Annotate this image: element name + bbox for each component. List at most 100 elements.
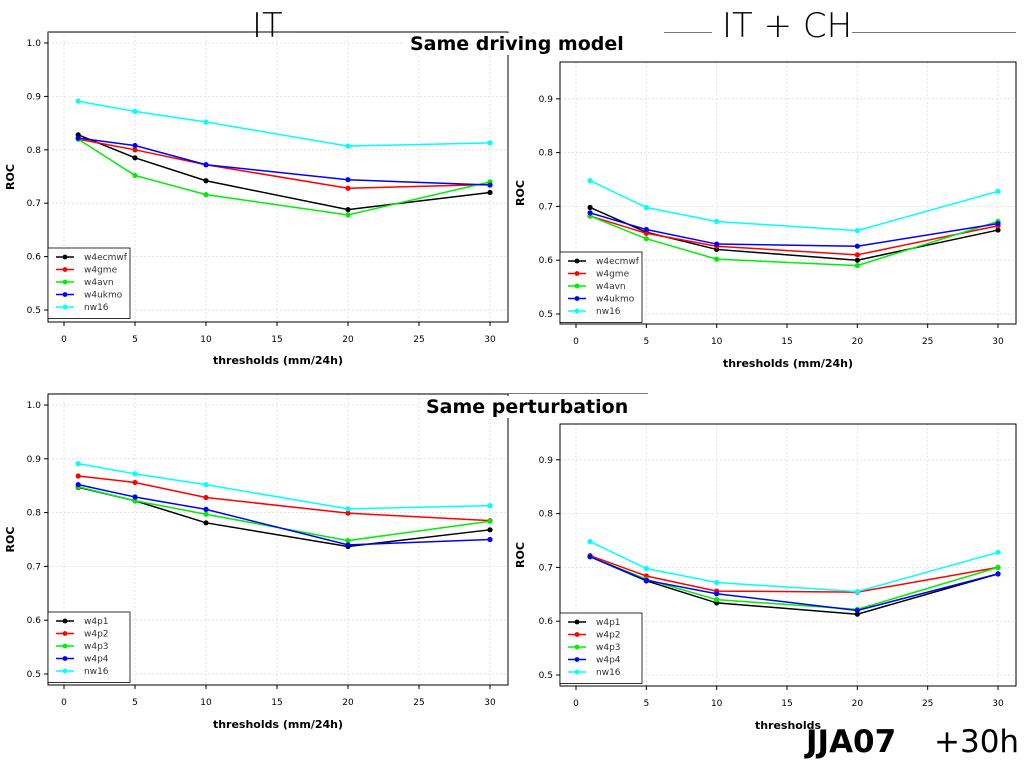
legend-marker [62,254,68,260]
region-title-it: IT [252,6,283,46]
y-tick-label: 0.9 [27,455,42,465]
data-point-w4ukmo [203,162,209,168]
x-tick-label: 5 [643,337,649,347]
data-point-nw16 [643,565,649,572]
legend-marker [574,669,580,675]
y-tick-label: 0.7 [539,202,553,212]
region-title-itch: IT + CH [722,6,853,46]
x-axis-label: thresholds (mm/24h) [213,354,343,367]
data-point-w4gme [854,252,860,258]
y-tick-label: 0.7 [27,562,41,572]
lead-time-label: +30h [934,724,1020,760]
data-point-nw16 [714,579,720,586]
y-tick-label: 1.0 [27,401,42,411]
data-point-w4ecmwf [487,189,493,196]
data-point-nw16 [487,503,493,509]
y-axis-label: ROC [514,180,527,206]
section-rule-perturbation [48,393,648,394]
legend-label: w4gme [596,270,630,280]
x-axis-label: thresholds (mm/24h) [723,357,853,370]
data-point-w4ukmo [75,135,81,141]
data-point-w4p2 [203,494,209,501]
chart-itch-driving: 0.5 0.6 0.7 0.8 0.9 0 5 10 15 20 25 30 thresholds (m… [514,61,1017,370]
y-tick-label: 0.9 [539,456,554,466]
plot-frame [559,61,1017,325]
x-tick-label: 20 [852,699,864,709]
data-point-nw16 [132,471,138,477]
data-point-w4gme [643,230,649,236]
x-tick-label: 20 [852,337,864,347]
x-tick-label: 15 [271,698,282,708]
data-point-w4p3 [714,597,720,603]
data-point-w4p1 [487,527,493,533]
y-tick-label: 0.8 [27,146,42,156]
data-point-w4p4 [75,482,81,488]
x-tick-label: 10 [200,698,212,708]
header-rule-right-b [852,32,1016,33]
legend-label: nw16 [84,303,109,313]
data-point-w4p3 [203,511,209,517]
legend-label: w4p3 [84,642,109,652]
data-point-nw16 [854,589,860,595]
y-tick-label: 0.6 [27,253,42,263]
x-tick-label: 20 [342,335,354,345]
data-point-w4ukmo [854,243,860,249]
data-point-w4ukmo [643,226,649,233]
data-point-w4p4 [643,577,649,583]
x-tick-label: 20 [342,698,354,708]
series-line-w4avn [589,215,999,267]
legend-marker [574,619,580,625]
y-tick-label: 0.6 [539,256,554,266]
data-point-w4p2 [75,473,81,479]
x-tick-label: 0 [61,335,67,345]
x-tick-label: 0 [573,337,579,347]
legend-label: w4p4 [84,655,109,665]
data-point-nw16 [643,204,649,211]
legend-label: w4p1 [84,617,109,627]
header-rule-left-a [48,32,246,33]
y-tick-label: 0.9 [27,92,42,102]
legend-marker [62,656,68,661]
data-point-w4avn [345,212,351,218]
data-point-w4p4 [487,536,493,543]
legend-label: w4p2 [84,630,109,640]
x-axis-label: thresholds [755,719,822,732]
data-point-nw16 [132,108,138,114]
chart-it-perturbation: 0.5 0.6 0.7 0.8 0.9 1.0 0 5 10 15 20 25 30 thresholds… [4,393,509,731]
data-point-w4p3 [995,564,1001,571]
data-point-w4p3 [345,537,351,544]
series-line-nw16 [589,540,999,593]
data-point-w4avn [643,236,649,242]
data-point-w4ukmo [487,182,493,188]
data-point-w4p4 [714,591,720,597]
legend-marker [62,631,68,636]
x-tick-label: 25 [922,699,933,709]
data-point-w4p4 [854,607,860,614]
data-point-nw16 [345,506,351,512]
y-tick-label: 0.8 [539,510,554,520]
legend-marker [574,632,580,637]
y-tick-label: 0.6 [539,617,554,627]
legend-label: w4ecmwf [596,257,640,267]
x-tick-label: 0 [61,698,67,708]
legend-marker [62,304,68,310]
data-point-w4ecmwf [995,227,1001,233]
legend-label: w4ecmwf [84,253,128,263]
y-axis-label: ROC [4,527,17,553]
y-tick-label: 1.0 [27,39,42,49]
data-point-nw16 [75,461,81,467]
y-tick-label: 0.5 [539,310,553,320]
legend-label: w4ukmo [84,291,123,301]
legend-marker [574,271,580,276]
data-point-w4avn [854,262,860,269]
y-axis-label: ROC [4,164,17,190]
y-tick-label: 0.5 [27,306,41,316]
data-point-w4avn [132,172,138,179]
series-line-nw16 [589,179,999,232]
legend-label: w4avn [596,282,626,292]
legend-marker [574,283,580,289]
x-tick-label: 25 [413,335,424,345]
legend-marker [62,668,68,674]
header-rule-left-b [296,32,400,33]
